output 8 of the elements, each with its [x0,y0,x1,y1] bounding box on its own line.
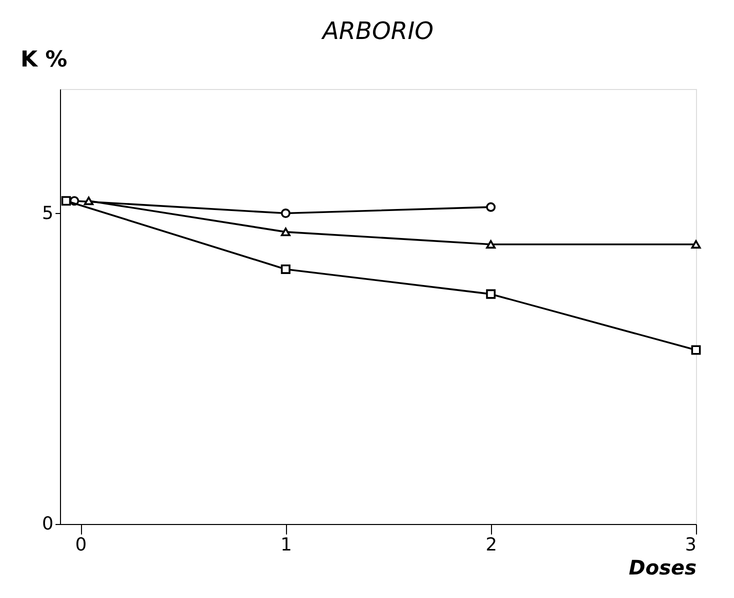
y-axis-title: K % [20,48,68,72]
x-tick-label: 0 [75,534,87,556]
x-tick-label: 2 [486,534,498,556]
x-axis-title: Doses [628,556,697,580]
y-tick-label: 5 [42,202,54,224]
chart-title: ARBORIO [320,17,434,45]
x-tick-label: 1 [280,534,292,556]
x-tick-label: 3 [685,534,696,556]
